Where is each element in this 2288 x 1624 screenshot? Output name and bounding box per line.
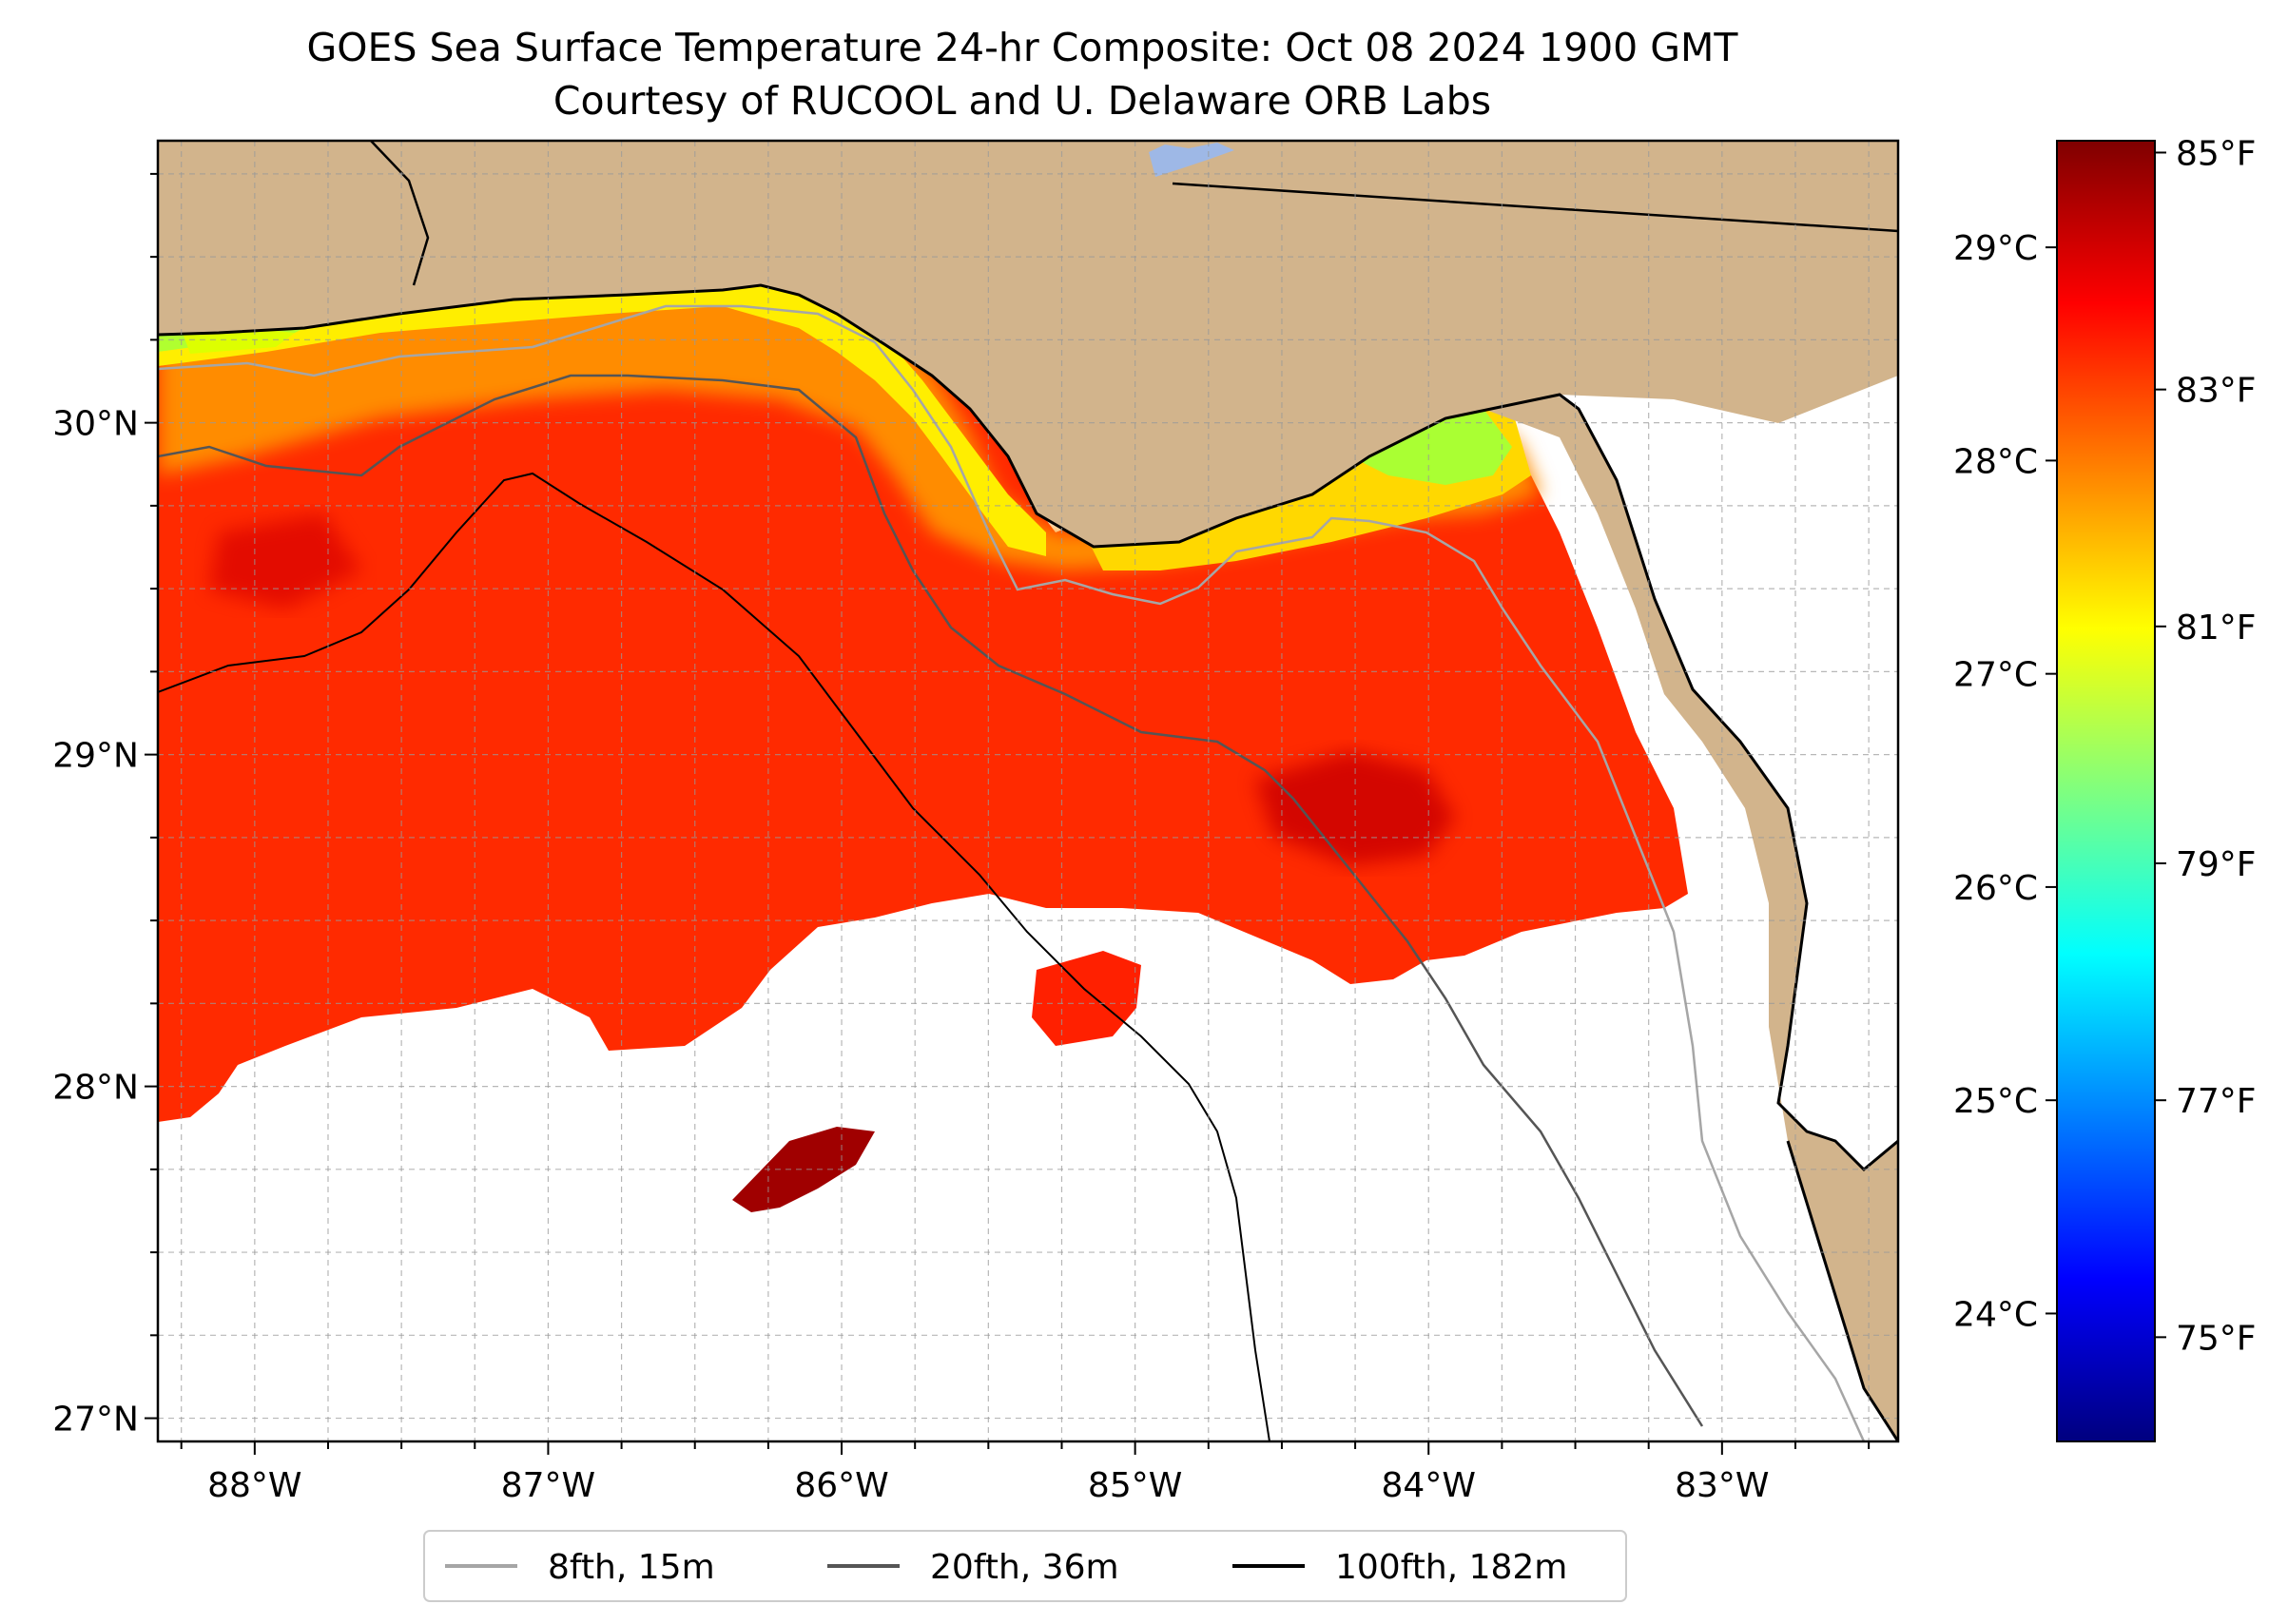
fahrenheit-tick-label: 77°F xyxy=(2176,1082,2257,1121)
map-title: GOES Sea Surface Temperature 24-hr Compo… xyxy=(307,25,1739,70)
lon-tick-label: 84°W xyxy=(1382,1466,1476,1505)
celsius-tick-label: 28°C xyxy=(1953,442,2038,481)
sst-orange-band xyxy=(158,287,1541,570)
sst-yellow-nearshore xyxy=(158,271,1046,556)
fahrenheit-tick-label: 75°F xyxy=(2176,1319,2257,1358)
legend-label: 20fth, 36m xyxy=(930,1548,1119,1587)
coastline xyxy=(158,283,1898,1172)
florida-gulf-coast xyxy=(1786,1140,1898,1441)
map-area xyxy=(158,141,1898,1441)
fahrenheit-tick-label: 81°F xyxy=(2176,609,2257,648)
colorbar-fahrenheit-ticks: 75°F 77°F 79°F 81°F 83°F 85°F xyxy=(2155,134,2257,1358)
latitude-axis: 27°N 28°N 29°N 30°N xyxy=(52,172,158,1440)
lon-tick-label: 85°W xyxy=(1088,1466,1182,1505)
colorbar-gradient xyxy=(2056,140,2156,1442)
isobath-182m xyxy=(158,472,1270,1441)
lake-seminole xyxy=(1149,143,1234,177)
celsius-tick-label: 25°C xyxy=(1953,1082,2038,1121)
legend: 8fth, 15m 20fth, 36m 100fth, 182m xyxy=(423,1530,1627,1602)
lon-tick-label: 83°W xyxy=(1675,1466,1769,1505)
lat-tick-label: 28°N xyxy=(52,1069,139,1108)
legend-label: 8fth, 15m xyxy=(548,1548,715,1587)
celsius-tick-label: 26°C xyxy=(1953,869,2038,908)
isobath-36m xyxy=(158,374,1704,1427)
lon-tick-label: 87°W xyxy=(501,1466,595,1505)
celsius-tick-label: 27°C xyxy=(1953,656,2038,695)
lon-tick-label: 88°W xyxy=(207,1466,301,1505)
sst-hot-core xyxy=(1255,751,1455,865)
sst-warm-water xyxy=(158,283,1688,1122)
legend-box xyxy=(423,1530,1627,1602)
fahrenheit-tick-label: 85°F xyxy=(2176,134,2257,173)
map-frame xyxy=(156,139,1900,1443)
celsius-tick-label: 24°C xyxy=(1953,1295,2038,1334)
sst-warm-patch xyxy=(1032,951,1141,1046)
fahrenheit-tick-label: 79°F xyxy=(2176,845,2257,884)
map-gridlines xyxy=(158,141,1898,1441)
colorbar: 24°C 25°C 26°C 27°C 28°C 29°C 75°F 77°F 79°F 81°… xyxy=(1953,134,2257,1442)
state-boundary-fl-ga xyxy=(1172,182,1898,233)
lon-tick-label: 86°W xyxy=(794,1466,888,1505)
lat-tick-label: 27°N xyxy=(52,1401,139,1440)
legend-entries: 8fth, 15m 20fth, 36m 100fth, 182m xyxy=(445,1548,1567,1587)
colorbar-celsius-ticks: 24°C 25°C 26°C 27°C 28°C 29°C xyxy=(1953,229,2057,1334)
fahrenheit-tick-label: 83°F xyxy=(2176,372,2257,411)
land-north-coast xyxy=(158,141,1898,547)
lat-tick-label: 30°N xyxy=(52,405,139,444)
sst-hot-core-west xyxy=(209,513,361,609)
lat-tick-label: 29°N xyxy=(52,737,139,776)
legend-label: 100fth, 182m xyxy=(1335,1548,1567,1587)
state-boundary-al-fl xyxy=(370,141,430,286)
longitude-axis: 88°W 87°W 86°W 85°W 84°W 83°W xyxy=(180,1441,1871,1505)
celsius-tick-label: 29°C xyxy=(1953,229,2038,268)
map-subtitle: Courtesy of RUCOOL and U. Delaware ORB L… xyxy=(553,78,1491,124)
